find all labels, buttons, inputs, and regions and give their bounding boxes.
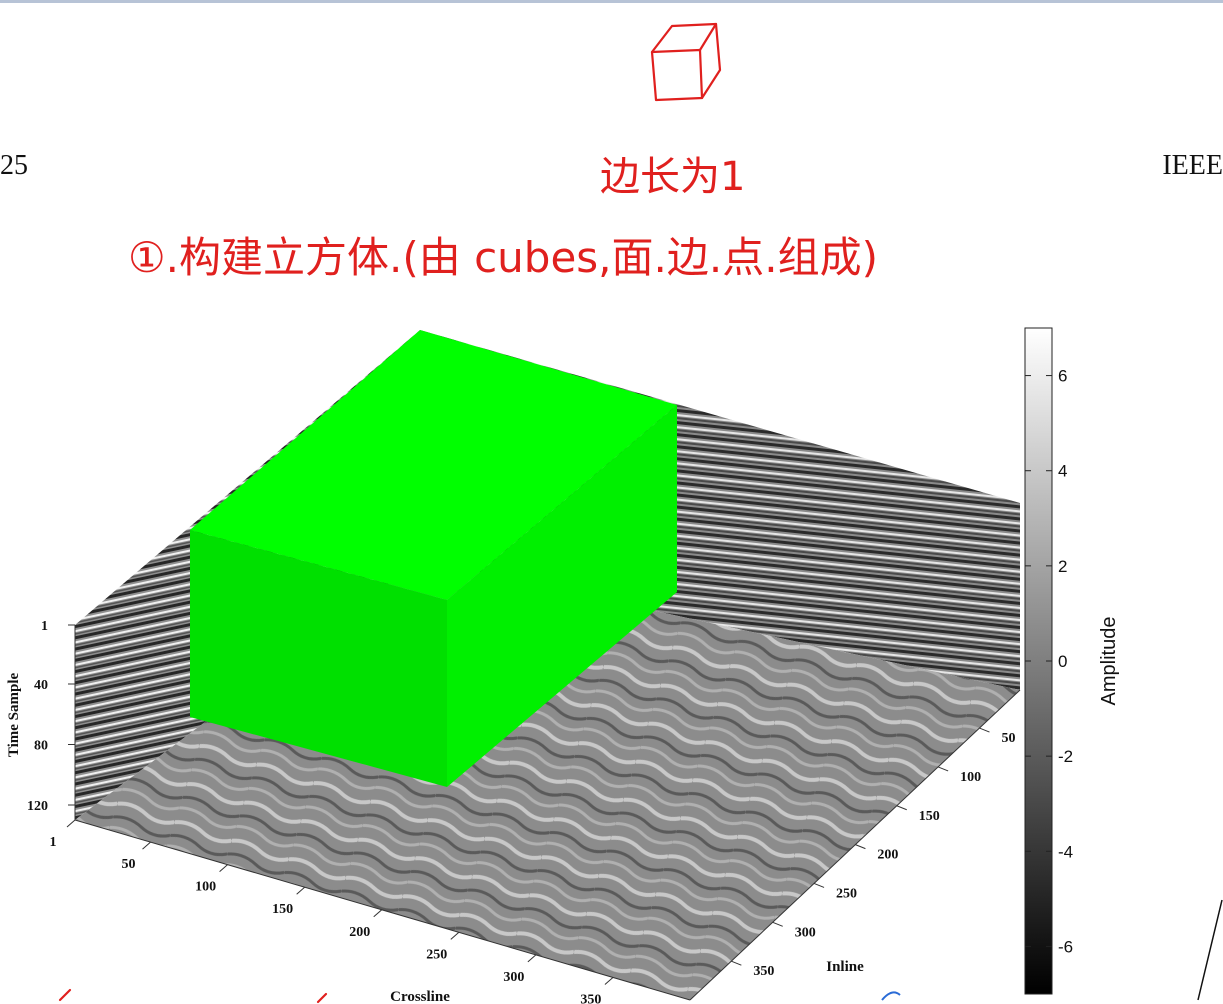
inline-label: Inline <box>826 959 864 975</box>
cube-top-face <box>190 330 677 600</box>
crossline-label: Crossline <box>390 989 450 1004</box>
crossline-tick <box>296 886 305 895</box>
cube-sketch <box>650 22 722 102</box>
crossline-tick <box>142 841 151 850</box>
inline-tick-label: 250 <box>836 886 857 901</box>
crossline-tick-label: 250 <box>426 947 447 962</box>
cube-right-face <box>447 405 677 787</box>
inline-tick <box>731 960 742 966</box>
inline-tick <box>979 727 990 733</box>
inline-tick-label: 300 <box>795 925 816 940</box>
crossline-tick <box>66 819 76 828</box>
handwritten-annotations: 边长为1 ①.构建立方体.(由 cubes,面.边.点.组成) <box>58 22 1223 1004</box>
time-sample-tick-label: 40 <box>34 678 48 693</box>
crossline-tick <box>527 954 537 963</box>
inline-tick-label: 350 <box>753 964 774 979</box>
annotation-build-cube: ①.构建立方体.(由 cubes,面.边.点.组成) <box>128 233 878 282</box>
annotation-side-length: 边长为1 <box>600 154 745 200</box>
colorbar-tick-label: 0 <box>1058 652 1067 671</box>
crossline-tick-label: 350 <box>580 992 601 1004</box>
time-sample-tick-label: 80 <box>34 738 48 753</box>
page-number: 25 <box>0 150 28 181</box>
crossline-tick-label: 300 <box>503 970 524 985</box>
crossline-tick-label: 150 <box>272 902 293 917</box>
colorbar-tick-label: 2 <box>1058 557 1067 576</box>
crossline-tick-label: 50 <box>122 857 136 872</box>
time-sample-tick-label: 1 <box>41 619 48 634</box>
inline-tick <box>772 921 783 927</box>
inline-tick <box>813 882 825 888</box>
crossline-tick-label: 200 <box>349 925 370 940</box>
colorbar-tick-label: -4 <box>1058 842 1073 861</box>
crossline-tick-label: 100 <box>195 880 216 895</box>
colorbar-tick-label: -6 <box>1058 937 1073 956</box>
crossline-tick <box>604 977 614 985</box>
crossline-tick <box>219 864 228 873</box>
green-cube <box>190 330 677 787</box>
inline-tick <box>896 805 907 811</box>
inline-tick-label: 150 <box>919 809 940 824</box>
time-sample-axis: 1 40 80 120 Time Sample <box>6 619 76 820</box>
colorbar-tick-label: 6 <box>1058 367 1067 386</box>
time-sample-label: Time Sample <box>6 673 22 758</box>
inline-tick <box>855 844 866 850</box>
inline-tick-label: 50 <box>1001 731 1015 746</box>
inline-axis: 50 100 150 200 250 300 350 Inline <box>689 689 1021 1001</box>
colorbar-tick-label: 4 <box>1058 462 1067 481</box>
colorbar-label: Amplitude <box>1098 617 1120 706</box>
time-sample-tick-label: 120 <box>27 799 48 814</box>
cube-front-face <box>190 530 447 787</box>
top-border <box>0 0 1223 3</box>
crossline-tick <box>373 909 383 918</box>
inline-tick-label: 100 <box>960 770 981 785</box>
journal-header: IEEE <box>1162 150 1223 181</box>
inline-tick-label: 200 <box>877 848 898 863</box>
colorbar-tick-label: -2 <box>1058 747 1073 766</box>
colorbar: 6 4 2 0 -2 -4 -6 Amplitude <box>1024 327 1120 995</box>
crossline-tick <box>450 931 460 940</box>
inline-tick <box>937 766 949 772</box>
crossline-tick-label: 1 <box>50 835 57 850</box>
